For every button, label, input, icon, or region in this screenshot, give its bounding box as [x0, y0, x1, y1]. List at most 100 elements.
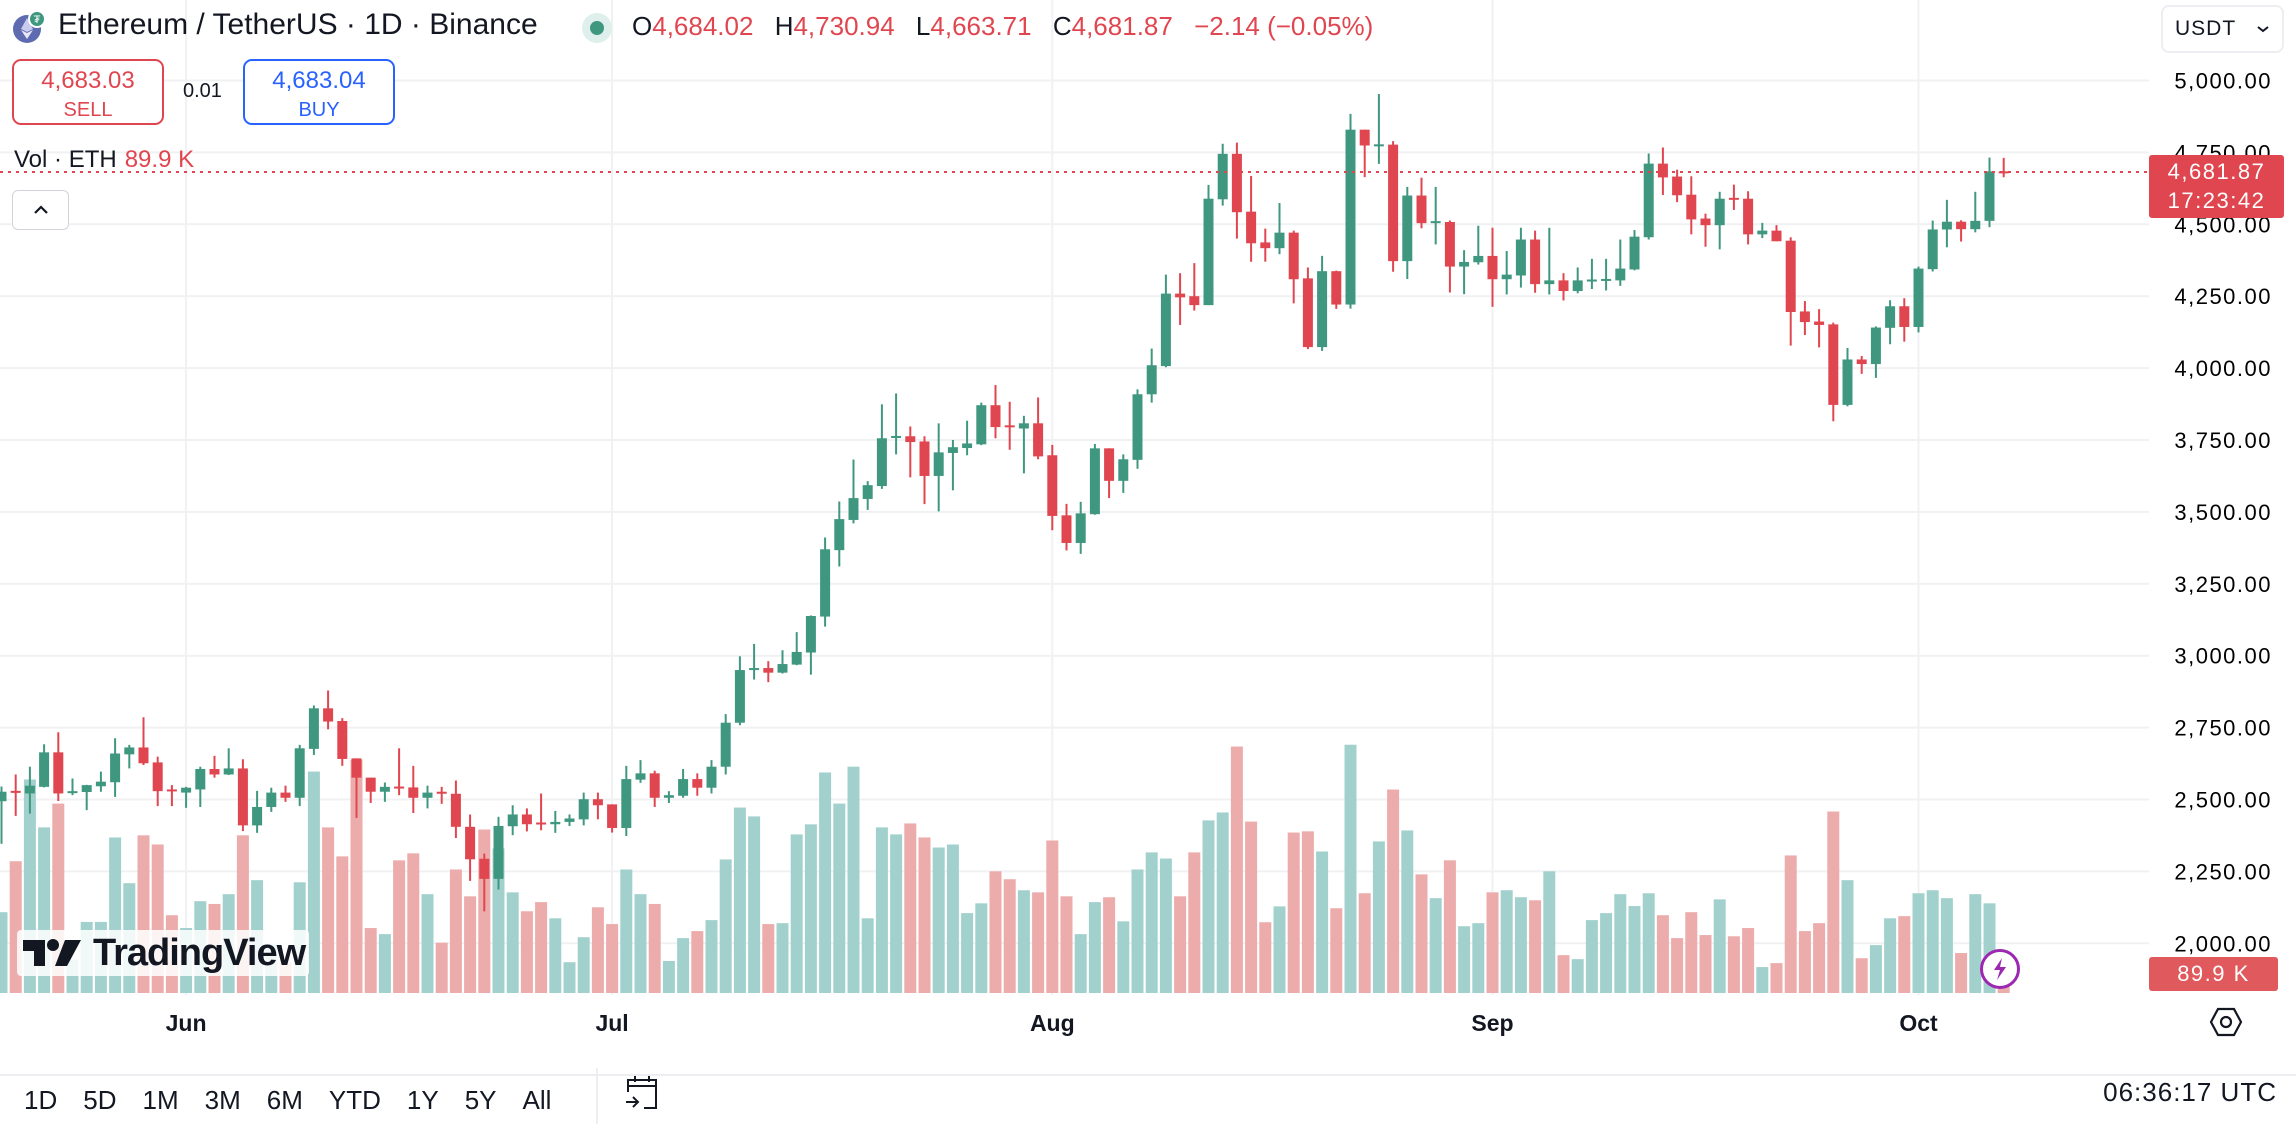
volume-bar — [1316, 851, 1329, 993]
candle-body — [394, 786, 405, 789]
candle — [95, 771, 106, 792]
candle — [1146, 348, 1157, 403]
candle — [1743, 191, 1754, 245]
candle-body — [1941, 221, 1952, 230]
candle-body — [1785, 240, 1796, 313]
candle-body — [24, 785, 35, 794]
volume-bar — [1117, 921, 1130, 993]
candle-body — [635, 773, 646, 780]
candle — [1970, 191, 1981, 233]
spread-value: 0.01 — [183, 80, 222, 102]
price-axis-label: 3,000.00 — [2174, 644, 2272, 669]
candle — [294, 744, 305, 807]
sell-button[interactable]: 4,683.03 SELL — [12, 59, 164, 125]
time-axis-label: Aug — [1030, 1010, 1075, 1036]
candle-body — [1473, 255, 1484, 263]
candle — [1586, 258, 1597, 290]
candle — [962, 420, 973, 456]
time-axis[interactable]: Jun Jul Aug Sep Oct — [166, 1010, 1938, 1036]
range-1y[interactable]: 1Y — [406, 1085, 439, 1115]
volume-legend[interactable]: Vol · ETH 89.9 K — [14, 146, 194, 174]
price-axis-label: 5,000.00 — [2174, 69, 2272, 94]
candle-body — [621, 779, 632, 828]
range-ytd[interactable]: YTD — [328, 1085, 381, 1115]
volume-bar — [1472, 923, 1485, 993]
tradingview-logo[interactable]: TradingView — [17, 930, 310, 976]
candle — [422, 785, 433, 809]
candle — [1799, 301, 1810, 336]
candle — [820, 537, 831, 627]
candle — [493, 816, 504, 890]
volume-bar — [492, 848, 505, 993]
candle-body — [1288, 232, 1299, 280]
candle — [1175, 273, 1186, 325]
candle — [1018, 415, 1029, 474]
range-all[interactable]: All — [522, 1085, 552, 1115]
candle — [1061, 503, 1072, 551]
candle — [1274, 203, 1285, 255]
buy-button[interactable]: 4,683.04 BUY — [243, 59, 395, 125]
candle — [1160, 274, 1171, 368]
candle-body — [252, 806, 263, 826]
candle — [592, 792, 603, 820]
range-1m[interactable]: 1M — [142, 1085, 179, 1115]
candle-body — [919, 441, 930, 476]
range-1d[interactable]: 1D — [24, 1085, 58, 1115]
volume-bar — [762, 924, 775, 993]
range-5y[interactable]: 5Y — [464, 1085, 497, 1115]
candle-body — [564, 818, 575, 822]
candle-body — [990, 405, 1001, 428]
candle-body — [1615, 268, 1626, 281]
sell-price: 4,683.03 — [41, 67, 135, 94]
clock-timezone[interactable]: 06:36:17 UTC — [2103, 1077, 2277, 1107]
volume-bar — [705, 920, 718, 993]
go-to-date-calendar-icon[interactable] — [622, 1072, 662, 1112]
currency-select[interactable]: USDT — [2161, 5, 2284, 53]
bar-close-countdown: 17:23:42 — [2167, 188, 2266, 213]
candle — [1004, 401, 1015, 450]
candle — [1388, 141, 1399, 272]
candle — [53, 732, 64, 801]
volume-bar — [1770, 963, 1783, 993]
collapse-legend-button[interactable] — [12, 190, 69, 230]
volume-bar — [875, 827, 888, 993]
candle-body — [379, 786, 390, 792]
last-price-tag: 4,681.87 17:23:42 — [2149, 155, 2284, 218]
candle — [1657, 147, 1668, 195]
lightning-icon[interactable] — [1980, 949, 2020, 989]
candle — [81, 784, 92, 811]
candle — [1231, 142, 1242, 239]
divider — [596, 1068, 598, 1124]
candle-body — [1899, 306, 1910, 327]
volume-bar — [1955, 953, 1968, 993]
candle-body — [1047, 455, 1058, 516]
volume-bar — [364, 928, 377, 993]
range-3m[interactable]: 3M — [204, 1085, 241, 1115]
candle-body — [1643, 163, 1654, 238]
volume-bar — [1046, 840, 1059, 993]
volume-bar — [393, 860, 406, 993]
volume-bar — [634, 894, 647, 993]
candle — [237, 759, 248, 832]
candle — [919, 436, 930, 505]
chart-settings-icon[interactable] — [2209, 1006, 2243, 1038]
time-axis-label: Jul — [595, 1010, 628, 1036]
volume-bar — [1557, 955, 1570, 993]
candle — [1927, 220, 1938, 272]
candle-body — [493, 825, 504, 879]
volume-bar — [890, 834, 903, 993]
market-status-indicator[interactable] — [582, 13, 612, 43]
volume-bar — [904, 823, 917, 993]
candle — [223, 748, 234, 776]
volume-bar — [975, 903, 988, 993]
candle — [521, 808, 532, 832]
candle — [635, 760, 646, 783]
range-6m[interactable]: 6M — [266, 1085, 303, 1115]
volume-bar — [932, 847, 945, 993]
candle — [805, 615, 816, 675]
symbol-title[interactable]: Ethereum / TetherUS · 1D · Binance — [58, 8, 538, 41]
candle-body — [1672, 176, 1683, 196]
candle-body — [81, 785, 92, 793]
range-5d[interactable]: 5D — [83, 1085, 117, 1115]
